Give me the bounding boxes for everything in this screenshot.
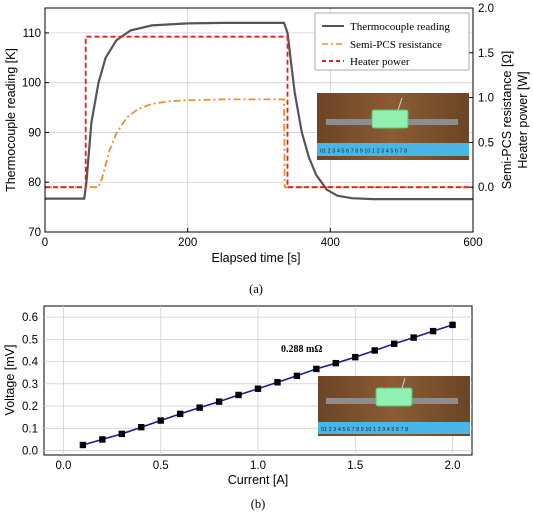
panel-b-data-point	[410, 334, 417, 341]
panel-b-x-axis-label: Current [A]	[228, 473, 288, 487]
panel-b-data-point	[176, 410, 184, 418]
panel-a-x-tick-label: 400	[321, 237, 340, 249]
panel-a-y-left-tick-label: 100	[22, 78, 41, 90]
panel-a-y-right-tick-label: 0.5	[478, 137, 494, 149]
panel-b-data-point	[235, 391, 242, 399]
panel-a-chart: 0 200 400 600 70 80 90 100 110 0.0 0.5 1.0 1.5 2.0 01…	[4, 3, 530, 296]
panel-b-data-point	[371, 347, 378, 354]
panel-b-annotation: 0.288 mΩ	[281, 344, 322, 355]
panel-b-label: (b)	[251, 497, 266, 511]
panel-b-y-tick-label: 0.4	[22, 357, 39, 369]
panel-b-data-point	[138, 424, 145, 431]
panel-a-ruler-text: 01 2 3 4 5 6 7 8 9 10 1 2 3 4 5 6 7 8	[320, 149, 407, 155]
panel-b-ruler-text: 01 2 3 4 5 6 7 8 9 10 1 2 3 4 5 6 7 8	[321, 427, 408, 433]
legend-label-thermocouple: Thermocouple reading	[350, 21, 450, 33]
panel-b-x-tick-label: 1.0	[250, 460, 266, 472]
panel-b-data-point	[215, 398, 223, 405]
panel-a-y-right-tick-label: 0.0	[478, 182, 494, 194]
panel-b-data-point	[313, 365, 320, 373]
panel-b-y-tick-label: 0.0	[22, 446, 38, 458]
panel-b-chart: 0.0 0.5 1.0 1.5 2.0 0.0 0.1 0.2 0.3 0.4 0.5 0.6 0.2…	[3, 305, 473, 511]
panel-b-y-tick-label: 0.5	[22, 334, 38, 346]
panel-b-y-tick-label: 0.2	[22, 401, 38, 413]
panel-a-series-line-heater-power	[45, 35, 473, 189]
panel-a-y-left-tick-label: 110	[23, 28, 41, 40]
panel-a-y-right-tick-label: 1.5	[478, 48, 494, 60]
panel-b-data-point	[390, 340, 398, 348]
panel-b-inset-photo: 01 2 3 4 5 6 7 8 9 10 1 2 3 4 5 6 7 8	[318, 376, 470, 436]
panel-a-x-tick-label: 200	[178, 237, 197, 249]
panel-b-y-tick-label: 0.6	[22, 312, 38, 324]
panel-b-data-point	[352, 353, 359, 361]
panel-a-plot-frame	[44, 7, 474, 233]
panel-a-x-tick-label: 600	[463, 237, 482, 249]
panel-a-y-left-axis-label: Thermocouple reading [K]	[4, 48, 18, 192]
panel-a-series-line-semi-pcs-resistance	[45, 98, 473, 189]
panel-b-series-line	[82, 324, 453, 446]
panel-a-inset-photo: 01 2 3 4 5 6 7 8 9 10 1 2 3 4 5 6 7 8	[317, 93, 469, 160]
panel-b-x-tick-label: 1.5	[347, 460, 363, 472]
panel-a-legend: Thermocouple reading Semi-PCS resistance…	[314, 12, 470, 71]
panel-b-data-point	[274, 379, 281, 386]
panel-a-series-line-thermocouple	[45, 21, 473, 201]
panel-b-y-tick-label: 0.1	[22, 423, 38, 435]
panel-a-y-right-axis-label-1: Semi-PCS resistance [Ω]	[500, 51, 514, 190]
panel-b-x-tick-label: 0.5	[153, 460, 169, 472]
panel-a-x-tick-label: 0	[42, 237, 48, 249]
panel-a-y-left-tick-label: 70	[28, 227, 41, 239]
panel-b-data-point	[429, 327, 437, 335]
panel-b-data-point	[449, 321, 456, 329]
panel-b-data-point	[99, 436, 106, 443]
panel-b-data-point	[118, 430, 126, 438]
panel-b-data-point	[196, 404, 203, 411]
panel-a-y-left-tick-label: 80	[28, 177, 41, 189]
panel-b-data-point	[293, 372, 301, 380]
panel-b-x-tick-label: 0.0	[55, 460, 71, 472]
legend-label-heater: Heater power	[350, 56, 410, 68]
panel-a-y-right-tick-label: 1.0	[478, 93, 494, 105]
panel-b-data-point	[254, 385, 262, 392]
panel-b-x-tick-label: 2.0	[445, 460, 461, 472]
panel-b-data-point	[332, 359, 340, 367]
panel-b-y-axis-label: Voltage [mV]	[3, 345, 17, 416]
panel-b-data-point	[157, 417, 164, 424]
panel-b-data-point	[79, 441, 87, 449]
panel-a-x-axis-label: Elapsed time [s]	[212, 251, 301, 265]
panel-a-y-right-axis-label-2: Heater power [W]	[516, 71, 530, 168]
panel-a-y-left-tick-label: 90	[28, 127, 41, 139]
legend-label-semi-pcs: Semi-PCS resistance	[350, 39, 442, 51]
panel-a-y-right-tick-label: 2.0	[478, 3, 494, 15]
panel-b-y-tick-label: 0.3	[22, 379, 38, 391]
panel-a-label: (a)	[249, 282, 263, 296]
